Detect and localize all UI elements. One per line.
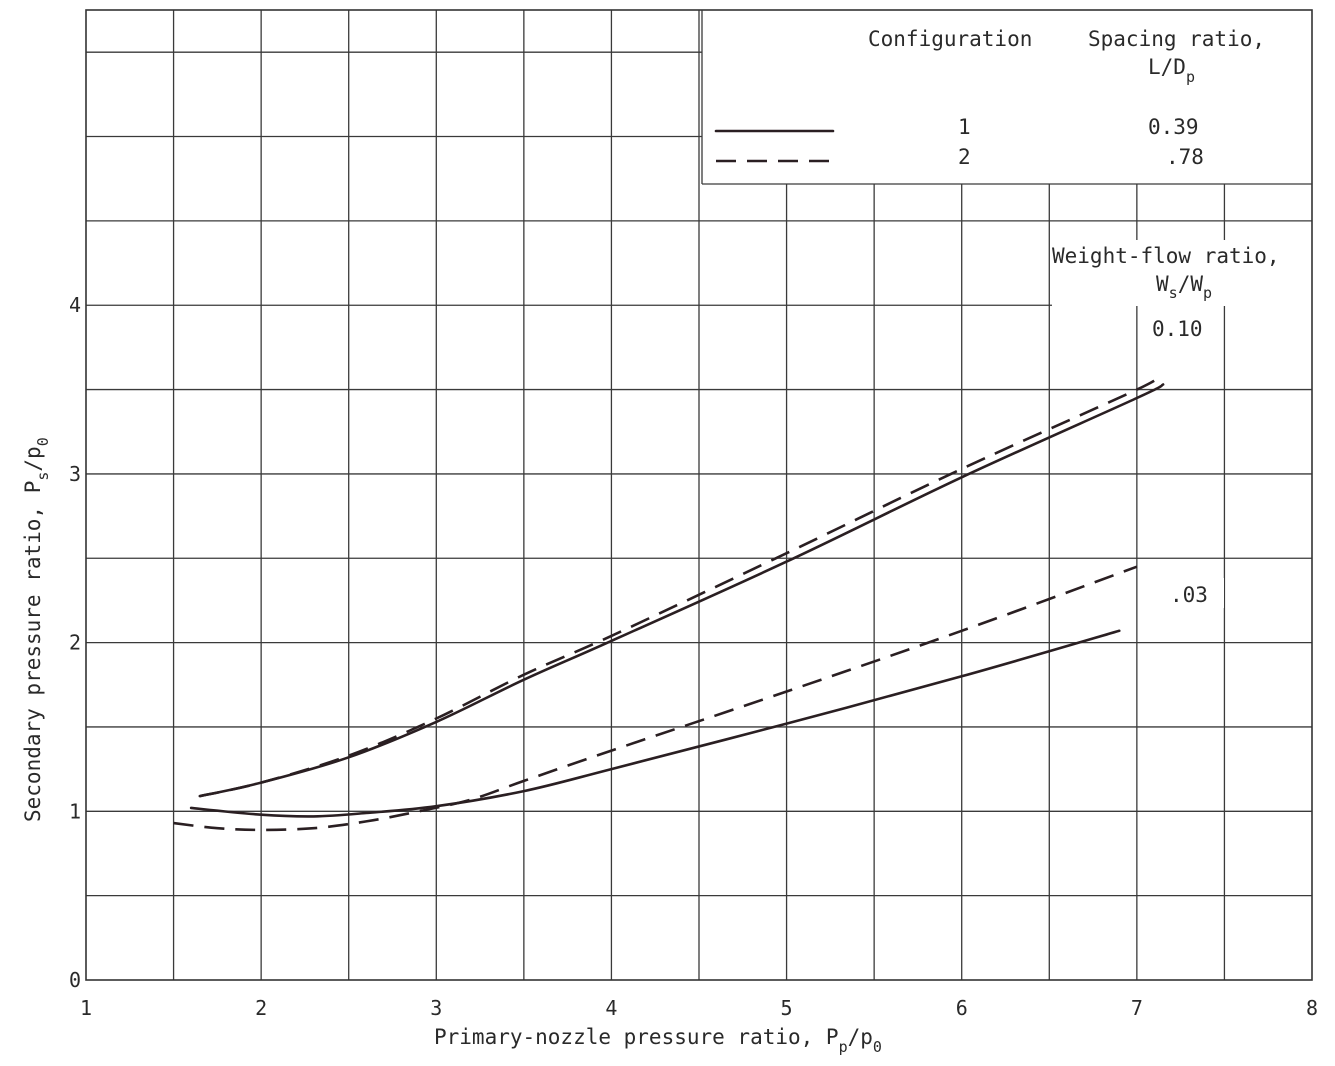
series-line-config-1-wf-high	[198, 383, 1165, 798]
series-line-config-1-wf-low	[189, 629, 1121, 818]
x-tick-label: 8	[1306, 996, 1318, 1020]
x-tick-label: 2	[255, 996, 267, 1020]
y-axis-label: Secondary pressure ratio, Ps/p0	[21, 437, 52, 822]
label-weight-flow-high: 0.10	[1152, 317, 1203, 341]
x-tick-label: 6	[956, 996, 968, 1020]
legend-background	[702, 10, 1312, 184]
y-tick-label: 1	[69, 799, 81, 823]
x-axis-label: Primary-nozzle pressure ratio, Pp/p0	[434, 1025, 882, 1056]
curves	[173, 376, 1165, 832]
legend-spacing-2: .78	[1166, 145, 1204, 169]
series-line-config-2-wf-high	[199, 376, 1158, 798]
x-tick-label: 1	[80, 996, 92, 1020]
weight-flow-title: Weight-flow ratio,	[1052, 244, 1280, 268]
x-tick-label: 5	[781, 996, 793, 1020]
legend-header-configuration: Configuration	[868, 27, 1032, 51]
plot-frame	[85, 9, 1313, 981]
label-weight-flow-low: .03	[1170, 583, 1208, 607]
y-tick-label: 3	[69, 462, 81, 486]
series-line-config-2-wf-low	[173, 565, 1138, 832]
legend-spacing-1: 0.39	[1148, 115, 1199, 139]
y-tick-label: 0	[69, 968, 81, 992]
x-tick-label: 3	[430, 996, 442, 1020]
weight-flow-symbol: Ws/Wp	[1156, 272, 1212, 302]
y-tick-label: 4	[69, 293, 81, 317]
legend: Configuration Spacing ratio, L/Dp 1 0.39…	[714, 27, 1265, 169]
y-tick-label: 2	[69, 631, 81, 655]
legend-header-spacing: Spacing ratio,	[1088, 27, 1265, 51]
legend-config-1: 1	[958, 115, 971, 139]
tick-labels: 1 2 3 4 5 6 7 8 0 1 2 3 4	[69, 293, 1318, 1020]
label-high-background	[1144, 312, 1216, 342]
weight-flow-label-background	[1052, 240, 1324, 306]
x-tick-label: 4	[605, 996, 617, 1020]
legend-config-2: 2	[958, 145, 971, 169]
label-low-background	[1164, 578, 1224, 608]
legend-header-spacing-symbol: L/Dp	[1148, 55, 1195, 86]
x-tick-label: 7	[1131, 996, 1143, 1020]
